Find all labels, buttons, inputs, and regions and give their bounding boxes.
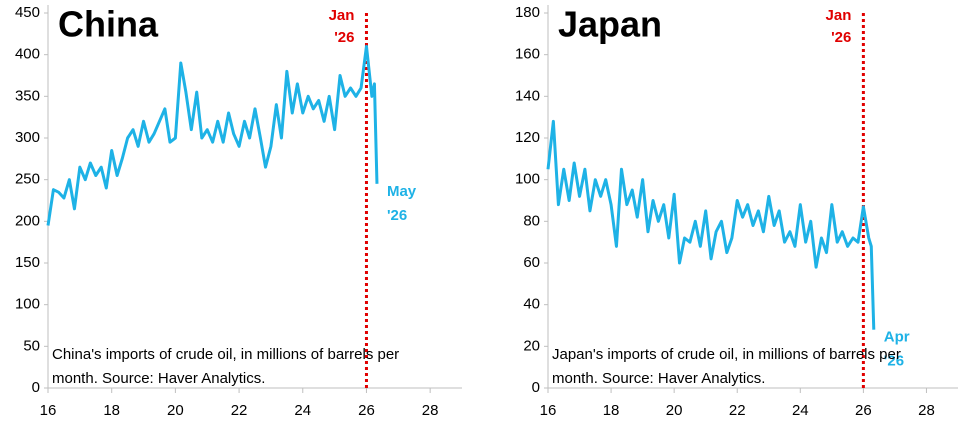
series-line <box>546 119 876 330</box>
x-tick-label: 18 <box>603 402 620 419</box>
event-label: Jan <box>826 7 852 24</box>
x-tick-label: 26 <box>358 402 375 419</box>
x-tick-label: 28 <box>918 402 935 419</box>
y-tick-label: 150 <box>15 254 40 271</box>
event-label: Jan <box>329 7 355 24</box>
y-tick-label: 180 <box>515 4 540 21</box>
end-label: May <box>387 183 417 200</box>
y-tick-label: 60 <box>523 254 540 271</box>
x-tick-label: 16 <box>540 402 557 419</box>
x-tick-label: 20 <box>167 402 184 419</box>
y-tick-label: 120 <box>515 129 540 146</box>
end-label: '26 <box>387 207 407 224</box>
x-tick-label: 18 <box>103 402 120 419</box>
y-tick-label: 250 <box>15 171 40 188</box>
x-tick-label: 22 <box>231 402 248 419</box>
y-tick-label: 100 <box>515 171 540 188</box>
y-tick-label: 400 <box>15 46 40 63</box>
y-tick-label: 200 <box>15 212 40 229</box>
y-tick-label: 140 <box>515 87 540 104</box>
chart-note: China's imports of crude oil, in million… <box>52 346 400 387</box>
y-tick-label: 350 <box>15 87 40 104</box>
y-tick-label: 160 <box>515 46 540 63</box>
x-tick-label: 20 <box>666 402 683 419</box>
chart-note: Japan's imports of crude oil, in million… <box>552 346 901 387</box>
series-line <box>46 44 379 226</box>
y-tick-label: 50 <box>23 337 40 354</box>
y-tick-label: 0 <box>32 379 40 396</box>
y-tick-label: 40 <box>523 296 540 313</box>
y-tick-label: 450 <box>15 4 40 21</box>
x-tick-label: 24 <box>294 402 311 419</box>
y-tick-label: 100 <box>15 296 40 313</box>
x-tick-label: 26 <box>855 402 872 419</box>
y-tick-label: 20 <box>523 337 540 354</box>
y-tick-label: 0 <box>532 379 540 396</box>
x-tick-label: 22 <box>729 402 746 419</box>
event-label: '26 <box>831 29 851 46</box>
end-label: Apr <box>884 329 910 346</box>
chart-title: China <box>58 4 159 45</box>
event-label: '26 <box>334 29 354 46</box>
x-tick-label: 16 <box>40 402 57 419</box>
x-tick-label: 28 <box>422 402 439 419</box>
y-tick-label: 80 <box>523 212 540 229</box>
chart-title: Japan <box>558 4 662 45</box>
y-tick-label: 300 <box>15 129 40 146</box>
x-tick-label: 24 <box>792 402 809 419</box>
end-label: '26 <box>884 353 904 370</box>
